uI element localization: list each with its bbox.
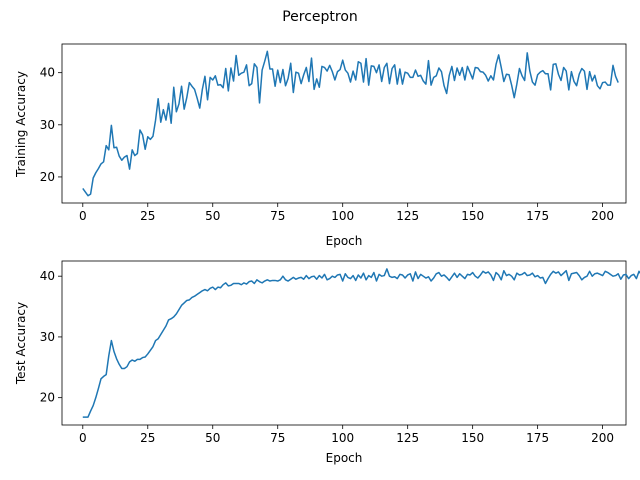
figure-title: Perceptron [282, 9, 358, 25]
x-tick-label: 100 [331, 209, 354, 223]
x-tick-label: 125 [396, 431, 419, 445]
x-tick-label: 150 [461, 209, 484, 223]
y-tick-label: 20 [40, 391, 55, 405]
training-accuracy-plot: 0 25 50 75 100 125 150 175 200 20 30 40 Epoch Trai… [14, 43, 627, 248]
x-tick-label: 200 [591, 431, 614, 445]
y-axis-ticks: 20 30 40 [40, 66, 62, 184]
x-tick-label: 125 [396, 209, 419, 223]
x-tick-label: 175 [526, 209, 549, 223]
x-axis-ticks: 0 25 50 75 100 125 150 175 200 [79, 203, 614, 223]
x-tick-label: 200 [591, 209, 614, 223]
x-tick-label: 75 [270, 209, 285, 223]
test-accuracy-plot: 0 25 50 75 100 125 150 175 200 20 30 40 Epoch Test… [14, 260, 640, 465]
y-tick-label: 20 [40, 170, 55, 184]
x-tick-label: 50 [205, 209, 220, 223]
x-tick-label: 75 [270, 431, 285, 445]
x-tick-label: 50 [205, 431, 220, 445]
x-tick-label: 150 [461, 431, 484, 445]
test-accuracy-line [82, 268, 640, 418]
x-tick-label: 25 [140, 209, 155, 223]
y-tick-label: 30 [40, 118, 55, 132]
y-tick-label: 30 [40, 330, 55, 344]
y-axis-label: Test Accuracy [14, 302, 28, 385]
x-tick-label: 0 [79, 431, 87, 445]
x-axis-label: Epoch [326, 451, 363, 465]
plot-frame [61, 43, 627, 204]
x-axis-ticks: 0 25 50 75 100 125 150 175 200 [79, 425, 614, 445]
plot-frame [61, 260, 627, 426]
y-tick-label: 40 [40, 269, 55, 283]
y-axis-label: Training Accuracy [14, 71, 28, 178]
y-tick-label: 40 [40, 66, 55, 80]
training-accuracy-line [82, 50, 619, 197]
x-axis-label: Epoch [326, 234, 363, 248]
x-tick-label: 25 [140, 431, 155, 445]
x-tick-label: 175 [526, 431, 549, 445]
y-axis-ticks: 20 30 40 [40, 269, 62, 405]
x-tick-label: 100 [331, 431, 354, 445]
x-tick-label: 0 [79, 209, 87, 223]
